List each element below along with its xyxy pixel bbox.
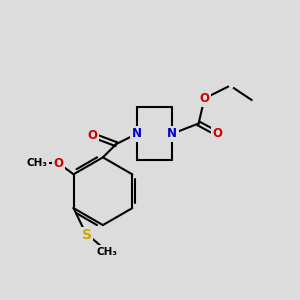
Text: O: O [88, 129, 98, 142]
Text: O: O [200, 92, 209, 105]
Text: CH₃: CH₃ [26, 158, 47, 168]
Text: CH₃: CH₃ [97, 247, 118, 256]
Text: O: O [54, 157, 64, 170]
Text: N: N [167, 127, 177, 140]
Text: S: S [82, 228, 92, 242]
Text: N: N [132, 127, 142, 140]
Text: O: O [213, 127, 223, 140]
